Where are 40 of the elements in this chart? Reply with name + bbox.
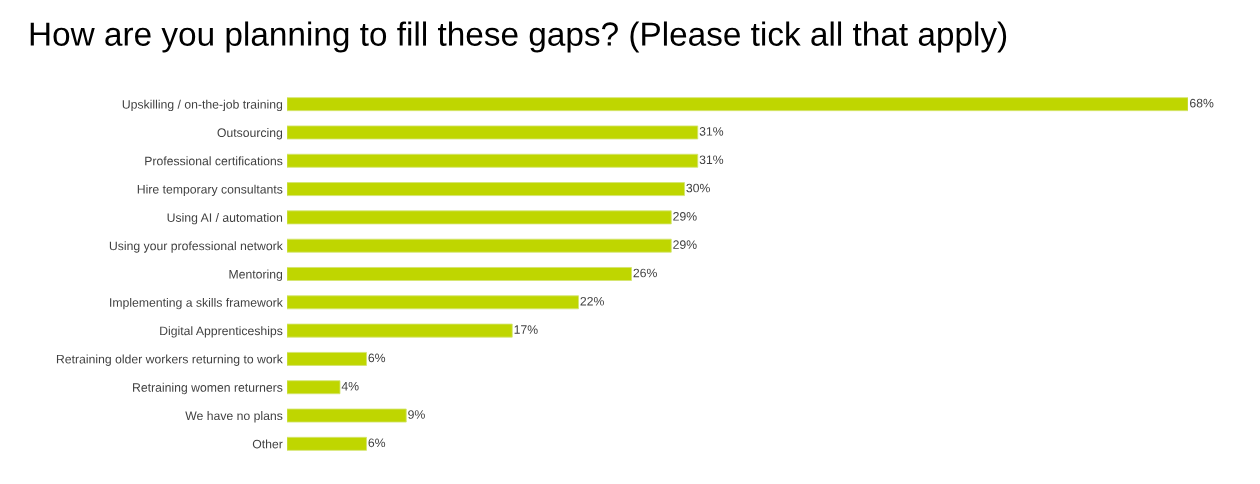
data-label: 30% [686,183,710,193]
data-label: 6% [368,353,386,363]
bar [287,436,367,451]
bar [287,380,341,395]
y-tick-label: Hire temporary consultants [137,184,283,197]
chart-title: How are you planning to fill these gaps? (Please tick all that apply) [30,21,1007,53]
data-label: 31% [699,127,724,136]
bar [287,267,632,281]
data-label: 26% [633,268,657,278]
y-tick-label: Implementing a skills framework [110,297,283,310]
data-label: 9% [408,410,425,419]
bar [287,323,513,338]
y-tick-label: Outsourcing [217,128,283,140]
y-tick-label: Using your professional network [109,241,283,253]
data-label: 29% [673,240,697,249]
y-tick-label: Mentoring [229,269,283,281]
bar [287,182,685,197]
bar [287,351,367,366]
y-tick-label: Other [252,439,283,449]
y-tick-label: Retraining women returners [133,382,283,395]
y-tick-label: We have no plans [185,411,283,423]
bar [287,238,672,253]
data-label: 22% [580,296,604,306]
bar [287,153,699,168]
data-label: 4% [341,381,359,391]
data-label: 29% [673,212,697,221]
bar [287,97,1188,112]
y-tick-label: Upskilling / on-the-job training [122,99,283,112]
data-label: 6% [368,438,386,448]
bar [287,125,699,140]
data-label: 68% [1190,98,1214,108]
data-label: 31% [699,155,724,165]
y-tick-label: Digital Apprenticeships [160,326,283,338]
data-label: 17% [514,325,538,334]
y-tick-label: Using AI / automation [167,212,283,225]
bar [287,210,672,225]
y-tick-label: Professional certifications [145,156,283,166]
bar [287,408,407,423]
y-tick-label: Retraining older workers returning to work [56,354,283,366]
bar [287,295,579,310]
